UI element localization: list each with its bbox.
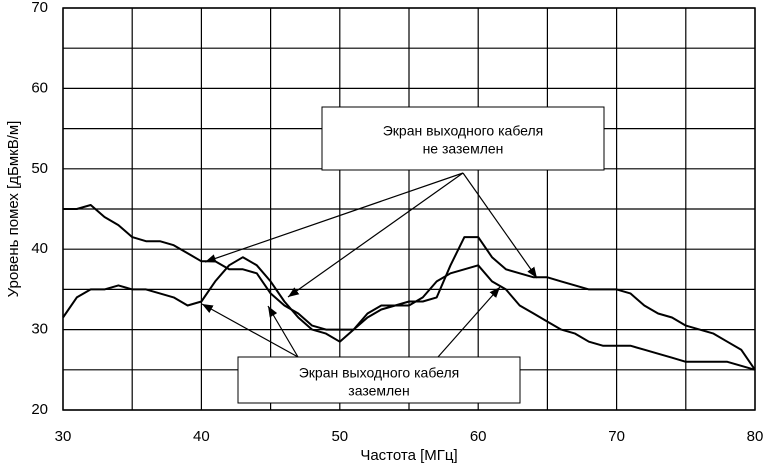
x-axis-title: Частота [МГц] [360, 447, 457, 464]
x-tick-label: 60 [470, 428, 487, 445]
arrow [204, 172, 464, 263]
grid [62, 7, 756, 411]
arrow [437, 286, 501, 358]
plot-frame [62, 7, 756, 411]
y-axis-title: Уровень помех [дБмкВ/м] [5, 121, 22, 298]
series-line [63, 204, 756, 371]
annotation-text: Экран выходного кабеля [383, 123, 544, 139]
y-tick-label: 40 [31, 240, 48, 257]
arrows [201, 172, 538, 358]
x-tick-label: 50 [331, 428, 348, 445]
arrow [462, 172, 538, 279]
y-tick-label: 30 [31, 321, 48, 338]
lines [62, 204, 756, 371]
annotation-text: не заземлен [423, 141, 504, 157]
y-tick-label: 60 [31, 79, 48, 96]
x-tick-label: 70 [608, 428, 625, 445]
annotation-box [237, 356, 521, 404]
annotation: Экран выходного кабеля не заземлен [321, 106, 605, 171]
annotation: Экран выходного кабеля заземлен [237, 356, 521, 404]
series-line [62, 256, 756, 371]
arrow [267, 305, 299, 358]
y-tick-label: 20 [31, 401, 48, 418]
x-tick-label: 80 [747, 428, 763, 445]
annotation-text: Экран выходного кабеля [299, 365, 460, 381]
x-tick-label: 40 [193, 428, 210, 445]
y-tick-label: 50 [31, 160, 48, 177]
annotation-box [321, 106, 605, 171]
y-tick-label: 70 [31, 0, 48, 16]
x-tick-label: 30 [55, 428, 72, 445]
arrow [287, 172, 464, 298]
annotation-text: заземлен [348, 383, 409, 399]
arrow [201, 303, 299, 358]
